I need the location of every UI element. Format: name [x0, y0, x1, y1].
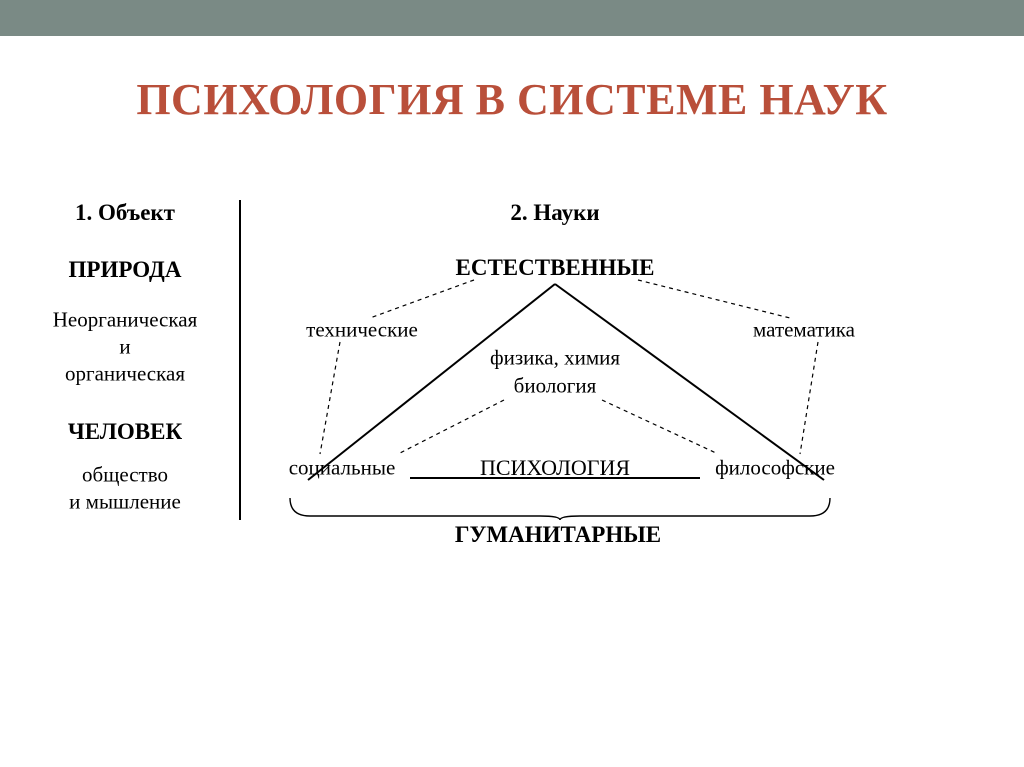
line-fiz_to_soc — [400, 400, 504, 453]
label-phil: философские — [715, 456, 835, 481]
label-neorg_l3: органическая — [65, 362, 185, 387]
label-neorg_l2: и — [119, 335, 130, 360]
label-col2_head: 2. Науки — [510, 200, 599, 226]
line-teh_to_soc — [320, 342, 340, 454]
label-fiz_l2: биология — [514, 374, 597, 399]
label-neorg_l1: Неорганическая — [53, 308, 198, 333]
top-bar — [0, 0, 1024, 36]
label-est: ЕСТЕСТВЕННЫЕ — [456, 255, 655, 281]
label-teh: технические — [306, 318, 418, 343]
label-psy: ПСИХОЛОГИЯ — [480, 455, 630, 481]
label-chelovek: ЧЕЛОВЕК — [68, 419, 182, 445]
slide-title: ПСИХОЛОГИЯ В СИСТЕМЕ НАУК — [0, 74, 1024, 125]
label-priroda: ПРИРОДА — [69, 257, 182, 283]
diagram-stage: 1. Объект ПРИРОДА Неорганическаяиорганичес… — [0, 180, 1024, 720]
label-soc: социальные — [289, 456, 396, 481]
line-est_to_mat — [638, 280, 790, 318]
brace-bottom — [290, 498, 830, 520]
line-fiz_to_phil — [602, 400, 716, 453]
label-col1_head: 1. Объект — [75, 200, 175, 226]
line-mat_to_phil — [800, 342, 818, 454]
label-mat: математика — [753, 318, 855, 343]
label-obsh_l1: общество — [82, 463, 168, 488]
label-gum: ГУМАНИТАРНЫЕ — [455, 522, 661, 548]
label-obsh_l2: и мышление — [69, 490, 181, 515]
line-est_to_teh — [370, 280, 474, 318]
label-fiz_l1: физика, химия — [490, 346, 620, 371]
